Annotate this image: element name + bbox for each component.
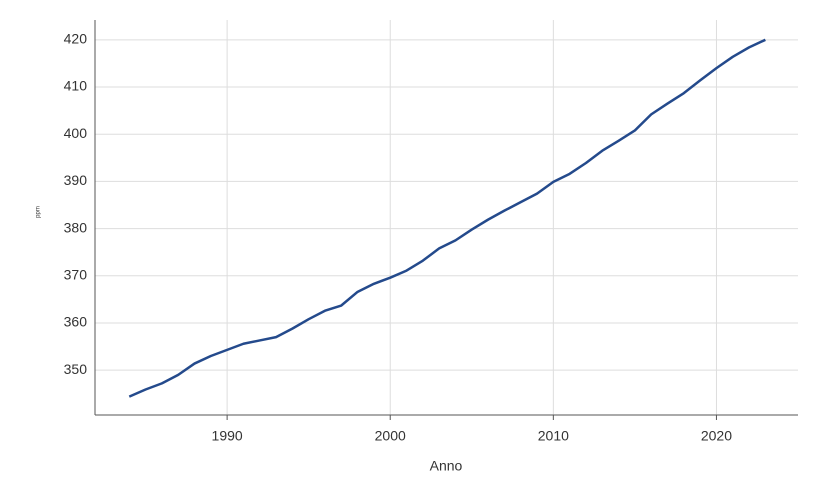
- y-tick-label: 350: [64, 361, 88, 377]
- y-tick-label: 370: [64, 266, 88, 282]
- data-line: [128, 38, 766, 398]
- y-tick-label: 390: [64, 172, 88, 188]
- x-axis-label: Anno: [430, 458, 463, 474]
- y-tick-label: 380: [64, 219, 88, 235]
- y-tick-label: 410: [64, 78, 88, 94]
- x-tick-label: 1990: [212, 428, 243, 444]
- y-axis-label: ppm: [36, 206, 42, 218]
- x-tick-label: 2020: [701, 428, 732, 444]
- x-tick-label: 2010: [538, 428, 569, 444]
- y-tick-label: 400: [64, 125, 88, 141]
- y-tick-label: 360: [64, 314, 88, 330]
- x-tick-label: 2000: [375, 428, 406, 444]
- y-tick-label: 420: [64, 31, 88, 47]
